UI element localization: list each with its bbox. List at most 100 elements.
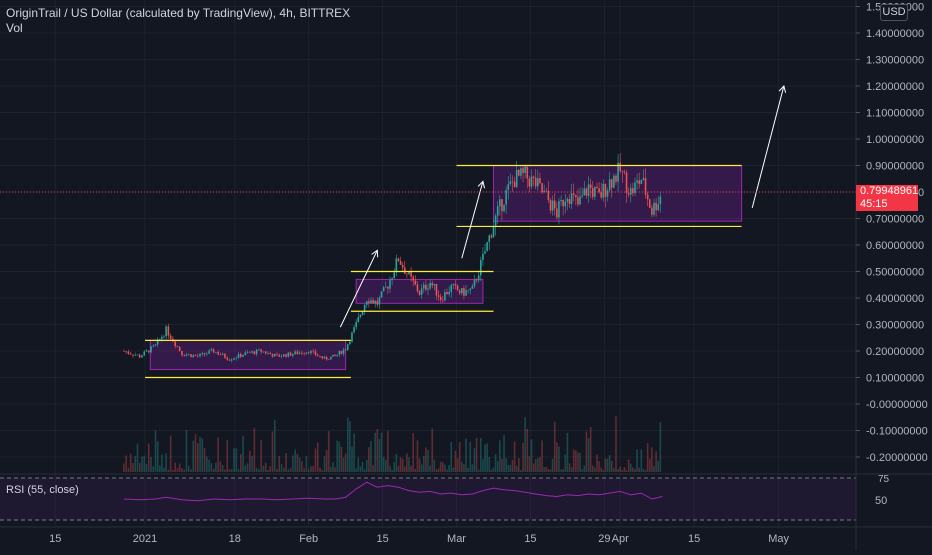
candle-body (520, 168, 522, 176)
candle-body (503, 204, 505, 212)
candle-body (380, 291, 383, 298)
candle-body (321, 356, 324, 359)
candle-body (353, 327, 355, 333)
volume-bar (657, 460, 660, 472)
candle-body (376, 300, 379, 305)
candle-body (235, 357, 238, 359)
volume-bar (397, 465, 400, 472)
volume-bar (351, 446, 353, 472)
volume-bar (556, 442, 558, 472)
volume-bar (303, 468, 305, 472)
volume-bar (127, 467, 130, 472)
volume-label[interactable]: Vol (6, 21, 23, 35)
volume-bar (539, 457, 541, 472)
arrow-shaft (339, 250, 378, 328)
candle-body (608, 179, 611, 191)
volume-bar (475, 437, 478, 472)
volume-bar (587, 438, 590, 472)
volume-bar (134, 456, 136, 472)
candle-body (294, 351, 296, 355)
volume-bar (463, 464, 465, 472)
volume-bar (355, 468, 357, 472)
volume-bar (319, 467, 321, 472)
volume-bar (598, 461, 600, 472)
candle-body (197, 355, 199, 357)
volume-bar (486, 443, 488, 472)
candle-body (323, 357, 326, 359)
candle-body (260, 349, 262, 352)
volume-bar (353, 433, 355, 472)
volume-bar (520, 469, 522, 472)
candle-body (199, 353, 201, 357)
volume-bar (361, 461, 364, 472)
volume-bar (640, 449, 643, 472)
symbol-title[interactable]: OriginTrail / US Dollar (calculated by T… (6, 6, 351, 20)
candle-body (646, 194, 649, 200)
volume-bar (560, 469, 562, 472)
candle-body (178, 346, 181, 351)
candle-body (522, 168, 524, 173)
volume-bar (477, 469, 480, 472)
candle-body (310, 350, 312, 354)
candle-body (296, 351, 299, 355)
volume-bar (357, 457, 360, 472)
volume-bar (596, 454, 598, 472)
candle-body (158, 339, 161, 340)
candle-body (461, 288, 463, 294)
candle-body (378, 297, 381, 305)
candle-body (545, 190, 548, 192)
time-axis[interactable]: 15 2021 18 Feb 15 Mar 15 29 Apr 15 May (49, 533, 789, 545)
volume-bar (572, 449, 575, 472)
volume-bar (174, 462, 176, 472)
volume-bar (305, 456, 308, 472)
candle-body (176, 346, 179, 347)
candle-body (454, 284, 457, 286)
candle-body (230, 359, 233, 361)
volume-bar (282, 467, 285, 472)
volume-bar (327, 431, 330, 472)
volume-bar (501, 458, 503, 472)
candle-body (528, 178, 531, 187)
volume-bar (420, 464, 423, 472)
candle-body (477, 275, 480, 281)
candle-body (152, 345, 155, 347)
candle-body (212, 349, 215, 353)
candle-body (314, 351, 317, 355)
price-tick-label: -0.10000000 (866, 426, 928, 438)
volume-bar (330, 466, 332, 472)
time-tick-label: 15 (49, 533, 61, 545)
volume-bar (123, 463, 125, 472)
volume-bar (239, 454, 242, 472)
volume-bar (579, 452, 581, 472)
rsi-legend[interactable]: RSI (55, close) (6, 484, 79, 496)
volume-bar (547, 468, 550, 472)
volume-bar (625, 469, 628, 472)
volume-bar (422, 455, 425, 472)
volume-bar (294, 449, 296, 472)
candle-body (613, 175, 615, 188)
candle-body (312, 350, 315, 352)
candle-body (401, 264, 404, 268)
candle-body (490, 235, 493, 238)
volume-bar (441, 462, 444, 472)
candle-body (203, 352, 206, 355)
currency-badge[interactable]: USD (880, 4, 908, 21)
chart-legend: OriginTrail / US Dollar (calculated by T… (6, 6, 350, 36)
candle-body (395, 258, 398, 273)
volume-bar (165, 453, 167, 472)
candle-body (418, 291, 421, 295)
volume-bar (249, 450, 251, 472)
volume-bar (558, 446, 560, 472)
volume-bar (562, 469, 564, 472)
candle-body (640, 179, 643, 184)
candle-body (156, 339, 159, 345)
candle-body (194, 355, 197, 356)
candle-body (340, 351, 343, 354)
volume-bar (511, 459, 514, 472)
volume-bar (262, 465, 265, 472)
volume-bar (551, 458, 554, 472)
candle-body (591, 187, 594, 197)
